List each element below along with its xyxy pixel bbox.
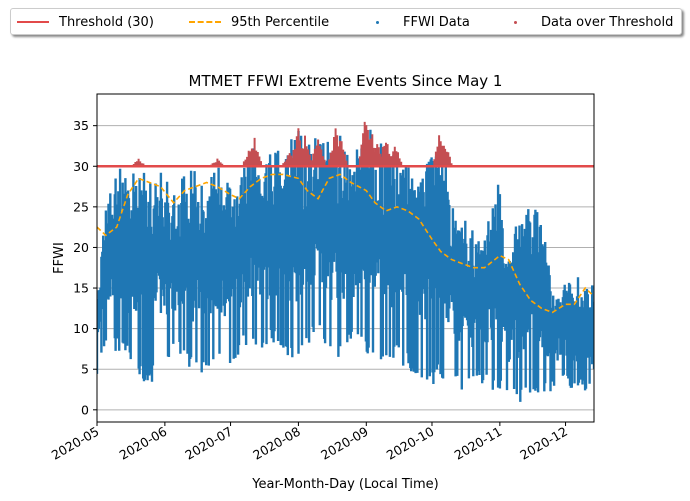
y-tick-label-10: 10 bbox=[73, 321, 89, 336]
x-tick-label-2020-11: 2020-11 bbox=[452, 424, 505, 463]
x-tick-label-2020-09: 2020-09 bbox=[318, 424, 371, 463]
x-tick-label-2020-10: 2020-10 bbox=[384, 424, 437, 463]
x-tick-label-2020-05: 2020-05 bbox=[49, 424, 102, 463]
x-axis: 2020-05 2020-06 2020-07 2020-08 2020-09 2020-… bbox=[49, 422, 570, 463]
x-tick-label-2020-07: 2020-07 bbox=[182, 424, 235, 463]
y-tick-label-0: 0 bbox=[81, 402, 89, 417]
y-tick-label-35: 35 bbox=[73, 118, 89, 133]
y-axis: 0 5 10 15 20 25 30 35 bbox=[73, 118, 97, 417]
legend-item-over: Data over Threshold bbox=[499, 14, 673, 30]
legend: Threshold (30) 95th Percentile FFWI Data… bbox=[10, 8, 682, 35]
legend-item-percentile: 95th Percentile bbox=[189, 14, 329, 30]
over-threshold-spike bbox=[310, 139, 326, 167]
over-threshold-spike bbox=[387, 146, 403, 167]
x-axis-label: Year-Month-Day (Local Time) bbox=[251, 477, 438, 492]
line-layer bbox=[97, 165, 594, 314]
over-threshold-spike bbox=[332, 140, 348, 167]
chart-title: MTMET FFWI Extreme Events Since May 1 bbox=[189, 72, 503, 90]
legend-swatch-threshold bbox=[17, 15, 49, 29]
x-tick-label-2020-06: 2020-06 bbox=[117, 424, 170, 463]
legend-label-ffwi: FFWI Data bbox=[403, 14, 470, 30]
legend-label-percentile: 95th Percentile bbox=[231, 14, 330, 30]
y-tick-label-25: 25 bbox=[73, 199, 89, 214]
x-tick-label-2020-08: 2020-08 bbox=[250, 424, 303, 463]
legend-swatch-over bbox=[499, 15, 531, 29]
legend-label-threshold: Threshold (30) bbox=[59, 14, 154, 30]
legend-swatch-ffwi bbox=[361, 15, 393, 29]
x-tick-label-2020-12: 2020-12 bbox=[517, 424, 570, 463]
percentile-95-line bbox=[97, 173, 594, 314]
legend-item-threshold: Threshold (30) bbox=[17, 14, 154, 30]
y-axis-label: FFWI bbox=[52, 242, 67, 274]
legend-item-ffwi: FFWI Data bbox=[361, 14, 470, 30]
y-tick-label-5: 5 bbox=[81, 362, 89, 377]
legend-swatch-percentile bbox=[189, 15, 221, 29]
y-tick-label-15: 15 bbox=[73, 281, 89, 296]
over-threshold-spike bbox=[437, 148, 453, 167]
ffwi-data-band bbox=[97, 129, 594, 402]
legend-label-over: Data over Threshold bbox=[541, 14, 674, 30]
y-tick-label-30: 30 bbox=[73, 159, 89, 174]
ffwi-data-points bbox=[97, 129, 594, 402]
y-tick-label-20: 20 bbox=[73, 240, 89, 255]
over-threshold-spike bbox=[247, 137, 262, 167]
plot-frame bbox=[96, 93, 595, 423]
